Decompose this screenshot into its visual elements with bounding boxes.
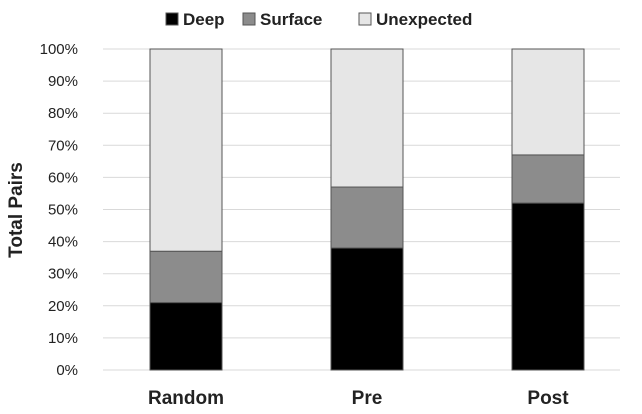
y-tick-label: 100% bbox=[40, 41, 78, 58]
y-tick-label: 0% bbox=[56, 362, 78, 379]
bars bbox=[149, 48, 585, 371]
bar-segment-deep-pre bbox=[330, 247, 404, 371]
y-tick-label: 60% bbox=[48, 169, 78, 186]
bar-segment-unexpected-pre bbox=[330, 48, 404, 188]
bar-segment-deep-post bbox=[511, 202, 585, 371]
legend-label-unexpected: Unexpected bbox=[376, 10, 472, 29]
x-category-label: Pre bbox=[352, 388, 383, 409]
y-tick-label: 10% bbox=[48, 330, 78, 347]
legend-swatch-surface bbox=[242, 12, 256, 26]
legend-swatch-deep bbox=[165, 12, 179, 26]
y-tick-label: 70% bbox=[48, 137, 78, 154]
bar-segment-surface-pre bbox=[330, 186, 404, 249]
x-category-label: Post bbox=[527, 388, 569, 409]
legend: Deep Surface Unexpected bbox=[165, 10, 472, 29]
y-axis-label: Total Pairs bbox=[6, 162, 27, 258]
x-category-label: Random bbox=[148, 388, 224, 409]
y-tick-label: 50% bbox=[48, 202, 78, 219]
legend-swatch-unexpected bbox=[358, 12, 372, 26]
bar-segment-deep-random bbox=[149, 302, 223, 371]
y-tick-labels: 0% 10% 20% 30% 40% 50% 60% 70% 80% 90% 100% bbox=[40, 41, 78, 379]
y-tick-label: 30% bbox=[48, 266, 78, 283]
legend-label-surface: Surface bbox=[260, 10, 322, 29]
bar-segment-surface-random bbox=[149, 250, 223, 304]
bar-segment-unexpected-post bbox=[511, 48, 585, 156]
x-category-labels: Random Pre Post bbox=[148, 388, 569, 409]
bar-segment-surface-post bbox=[511, 154, 585, 204]
y-tick-label: 80% bbox=[48, 105, 78, 122]
y-tick-label: 40% bbox=[48, 234, 78, 251]
bar-segment-unexpected-random bbox=[149, 48, 223, 252]
y-tick-label: 20% bbox=[48, 298, 78, 315]
legend-label-deep: Deep bbox=[183, 10, 225, 29]
y-tick-label: 90% bbox=[48, 73, 78, 90]
